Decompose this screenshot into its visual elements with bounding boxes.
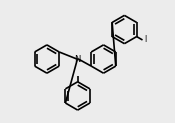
Text: I: I (145, 35, 147, 45)
Text: N: N (75, 54, 81, 64)
